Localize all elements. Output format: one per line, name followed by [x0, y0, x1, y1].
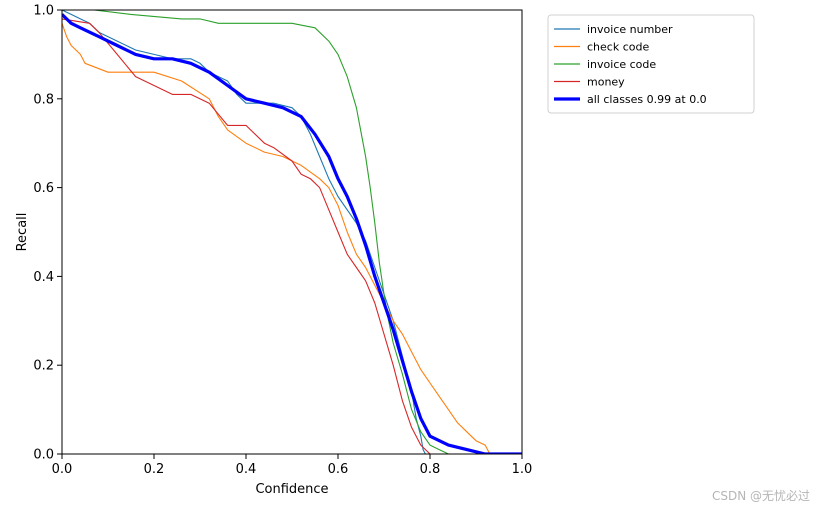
y-tick-label: 1.0 [33, 4, 54, 19]
y-tick-label: 0.0 [33, 448, 54, 463]
x-tick-label: 0.0 [52, 462, 73, 477]
legend-label-money: money [587, 76, 625, 89]
y-tick-label: 0.4 [33, 270, 54, 285]
plot-frame [61, 9, 523, 455]
series-line-money [62, 18, 431, 454]
legend: invoice number check code invoice code mone… [547, 14, 755, 114]
x-tick-label: 0.2 [144, 462, 165, 477]
y-axis: 0.0 0.2 0.4 0.6 0.8 1.0 [33, 4, 62, 463]
y-tick-label: 0.2 [33, 359, 54, 374]
x-tick-label: 0.6 [328, 462, 349, 477]
legend-label-invoice-code: invoice code [587, 58, 656, 71]
watermark: CSDN @无忧必过 [711, 489, 810, 503]
x-tick-label: 1.0 [512, 462, 533, 477]
series-line-check-code [62, 23, 522, 454]
y-tick-label: 0.6 [33, 181, 54, 196]
x-tick-label: 0.4 [236, 462, 257, 477]
legend-label-check-code: check code [587, 41, 649, 54]
legend-label-invoice-number: invoice number [587, 23, 673, 36]
series-lines [62, 10, 522, 454]
series-line-all-classes-0-99-at-0-0 [62, 13, 522, 454]
series-line-invoice-number [62, 10, 426, 454]
legend-frame [547, 14, 755, 114]
x-axis: 0.0 0.2 0.4 0.6 0.8 1.0 [52, 454, 533, 477]
y-axis-label: Recall [15, 213, 30, 252]
series-line-invoice-code [62, 10, 453, 454]
legend-label-all-classes-0-99-at-0-0: all classes 0.99 at 0.0 [587, 93, 707, 106]
x-axis-label: Confidence [255, 482, 328, 497]
y-tick-label: 0.8 [33, 92, 54, 107]
x-tick-label: 0.8 [420, 462, 441, 477]
